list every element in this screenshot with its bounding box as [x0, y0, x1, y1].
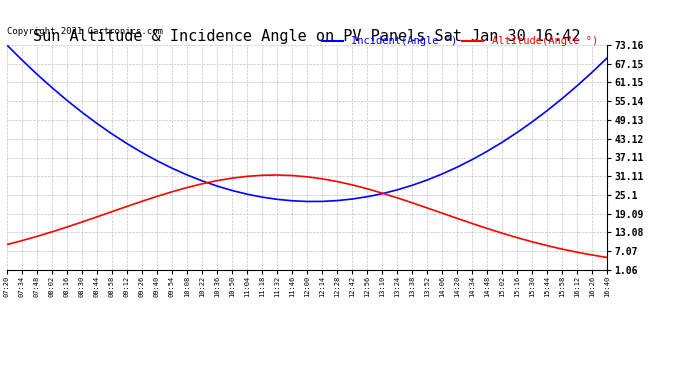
Title: Sun Altitude & Incidence Angle on PV Panels Sat Jan 30 16:42: Sun Altitude & Incidence Angle on PV Pan… [33, 29, 581, 44]
Legend: Incident(Angle °), Altitude(Angle °): Incident(Angle °), Altitude(Angle °) [317, 32, 602, 51]
Text: Copyright 2021 Cartronics.com: Copyright 2021 Cartronics.com [7, 27, 163, 36]
